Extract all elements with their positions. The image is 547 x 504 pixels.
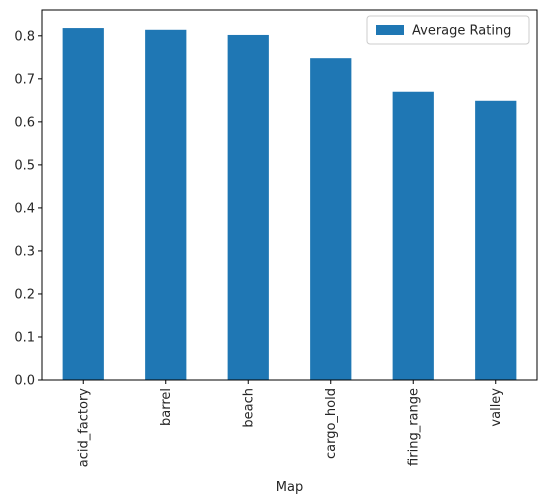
x-tick-label: valley bbox=[489, 388, 504, 427]
y-tick-label: 0.4 bbox=[14, 201, 35, 216]
x-tick-label: acid_factory bbox=[76, 388, 91, 468]
plot-frame bbox=[41, 9, 538, 381]
bar-valley bbox=[475, 100, 517, 381]
bar-acid-factory bbox=[62, 28, 104, 381]
y-tick-label: 0.1 bbox=[14, 330, 35, 345]
x-tick-label: beach bbox=[241, 388, 256, 428]
x-tick-label: cargo_hold bbox=[324, 388, 339, 459]
bar-firing-range bbox=[392, 91, 434, 380]
legend: Average Rating bbox=[366, 15, 530, 45]
legend-swatch bbox=[376, 25, 404, 35]
x-tick-label: barrel bbox=[159, 388, 174, 426]
y-tick-label: 0.2 bbox=[14, 287, 35, 302]
x-axis-ticks: acid_factory barrel beach cargo_hold firing_… bbox=[76, 380, 504, 467]
legend-label: Average Rating bbox=[412, 24, 511, 39]
y-tick-label: 0.0 bbox=[14, 374, 35, 389]
y-tick-label: 0.5 bbox=[14, 158, 35, 173]
legend-box bbox=[366, 15, 530, 45]
x-tick-label: firing_range bbox=[406, 388, 421, 466]
y-tick-label: 0.6 bbox=[14, 115, 35, 130]
y-tick-label: 0.8 bbox=[14, 29, 35, 44]
bars-group bbox=[62, 28, 517, 381]
bar-barrel bbox=[145, 29, 187, 380]
bar-beach bbox=[227, 34, 269, 380]
y-tick-label: 0.7 bbox=[14, 72, 35, 87]
y-axis-ticks: 0.0 0.1 0.2 0.3 0.4 0.5 0.6 0.7 0.8 bbox=[14, 29, 42, 389]
x-axis-title: Map bbox=[276, 480, 303, 495]
bar-cargo-hold bbox=[310, 58, 352, 381]
y-tick-label: 0.3 bbox=[14, 244, 35, 259]
